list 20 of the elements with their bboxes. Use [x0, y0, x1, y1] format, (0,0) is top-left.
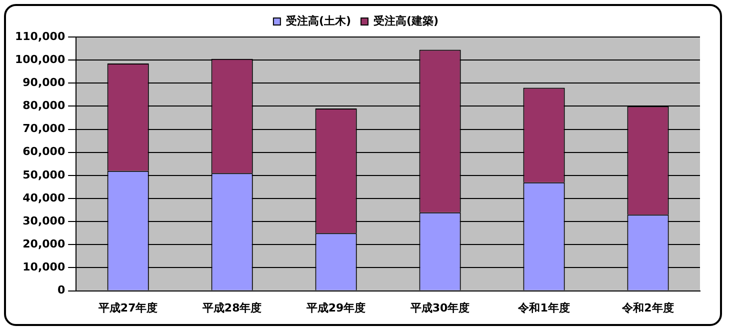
- y-tick-label: 20,000: [22, 238, 66, 251]
- y-tick-label: 110,000: [14, 30, 66, 43]
- legend-label: 受注高(建築): [372, 14, 439, 28]
- x-tick-label: 平成29年度: [305, 301, 366, 314]
- legend-label: 受注高(土木): [284, 14, 352, 28]
- y-tick-label: 70,000: [22, 122, 66, 136]
- y-tick-label: 0: [57, 284, 66, 297]
- y-tick-label: 100,000: [14, 52, 66, 66]
- y-tick-label: 80,000: [22, 99, 66, 112]
- x-tick-label: 令和2年度: [621, 301, 674, 314]
- y-tick-label: 90,000: [22, 76, 66, 90]
- y-tick-label: 40,000: [22, 191, 66, 204]
- x-tick-label: 令和1年度: [517, 301, 570, 314]
- y-tick-label: 10,000: [22, 260, 66, 274]
- y-tick-label: 50,000: [22, 168, 66, 182]
- x-tick-label: 平成27年度: [97, 301, 158, 314]
- y-tick-label: 30,000: [22, 214, 66, 228]
- x-tick-label: 平成28年度: [201, 301, 262, 314]
- x-tick-label: 平成30年度: [409, 301, 470, 314]
- y-tick-label: 60,000: [22, 145, 66, 158]
